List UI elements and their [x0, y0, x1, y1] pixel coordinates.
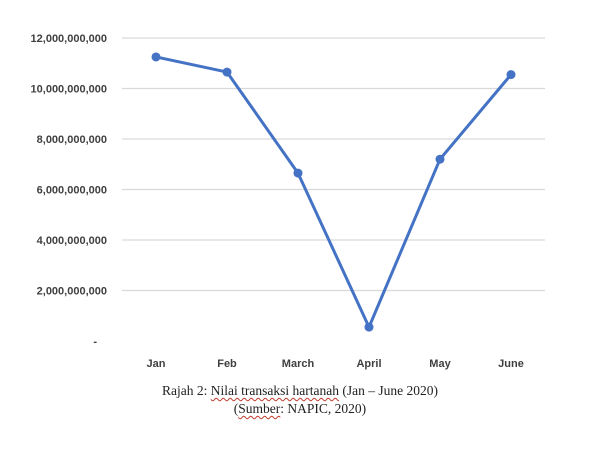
data-point: [506, 70, 516, 80]
series-points: [151, 52, 516, 332]
line-chart: - 2,000,000,000 4,000,000,000 6,000,000,000…: [31, 33, 545, 370]
source-label: Sumber: [238, 401, 281, 416]
series-line: [154, 55, 513, 329]
x-axis-ticks: Jan Feb March April May June: [147, 358, 524, 370]
x-tick-label: March: [282, 358, 315, 370]
data-point: [293, 168, 303, 178]
caption-prefix: Rajah 2:: [162, 383, 211, 398]
x-tick-label: Jan: [147, 358, 166, 370]
x-tick-label: April: [356, 358, 381, 370]
y-axis-ticks: - 2,000,000,000 4,000,000,000 6,000,000,000…: [31, 33, 107, 348]
caption-period: (Jan – June 2020): [338, 383, 438, 398]
source-text: : NAPIC, 2020): [280, 401, 367, 416]
y-tick-label: 2,000,000,000: [37, 286, 107, 298]
data-point: [151, 52, 161, 62]
y-tick-label: 4,000,000,000: [37, 235, 107, 247]
data-point: [222, 67, 232, 77]
y-tick-label: 12,000,000,000: [31, 33, 107, 45]
x-tick-label: Feb: [217, 358, 237, 370]
figure-source: (Sumber: NAPIC, 2020): [0, 401, 600, 417]
x-tick-label: June: [498, 358, 524, 370]
data-point: [364, 322, 374, 332]
y-tick-label: 6,000,000,000: [37, 185, 107, 197]
series-line-path: [154, 55, 513, 329]
x-tick-label: May: [429, 358, 451, 370]
y-tick-label: -: [93, 336, 97, 348]
source-open: (: [233, 401, 239, 416]
y-tick-label: 8,000,000,000: [37, 134, 107, 146]
caption-title: Nilai transaksi hartanah: [210, 383, 339, 398]
data-point: [435, 154, 445, 164]
y-tick-label: 10,000,000,000: [31, 84, 107, 96]
gridlines: [122, 37, 545, 292]
figure-caption: Rajah 2: Nilai transaksi hartanah (Jan –…: [0, 383, 600, 399]
